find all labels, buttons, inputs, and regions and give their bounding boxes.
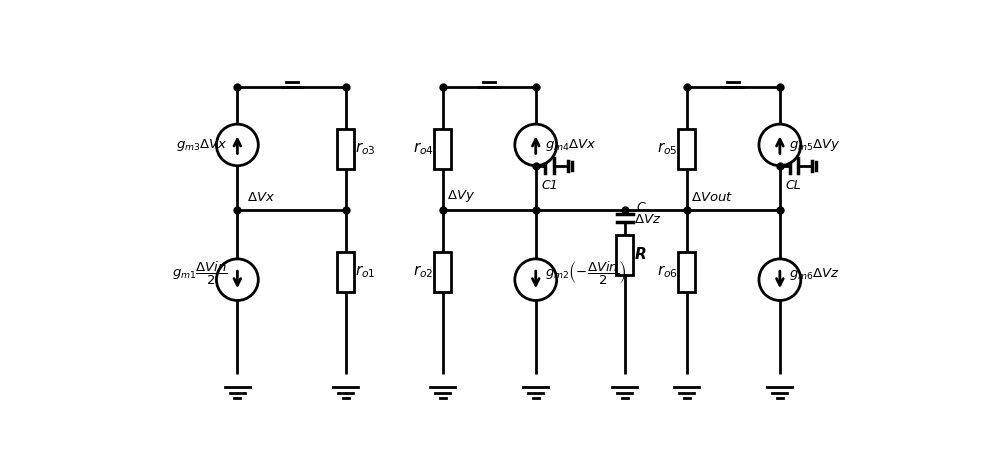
Text: $\Delta Vx$: $\Delta Vx$: [247, 191, 275, 204]
Text: $r_{o4}$: $r_{o4}$: [413, 140, 433, 157]
Bar: [434, 252, 451, 292]
Text: $g_{m3}\Delta Vx$: $g_{m3}\Delta Vx$: [176, 137, 228, 153]
Text: R: R: [635, 247, 647, 262]
Text: $\Delta Vout$: $\Delta Vout$: [691, 191, 733, 204]
Text: $r_{o3}$: $r_{o3}$: [355, 140, 376, 157]
Text: $g_{m5}\Delta Vy$: $g_{m5}\Delta Vy$: [789, 137, 841, 153]
Circle shape: [515, 124, 557, 166]
Bar: [434, 129, 451, 169]
Text: $r_{o2}$: $r_{o2}$: [413, 264, 433, 280]
Bar: [678, 129, 695, 169]
Bar: [616, 234, 633, 275]
Text: $g_{m1}\dfrac{\Delta Vin}{2}$: $g_{m1}\dfrac{\Delta Vin}{2}$: [172, 260, 228, 287]
Text: $r_{o5}$: $r_{o5}$: [657, 140, 678, 157]
Circle shape: [216, 259, 258, 300]
Text: $\Delta Vy$: $\Delta Vy$: [447, 188, 475, 204]
Text: C: C: [637, 201, 645, 214]
Text: $\Delta Vz$: $\Delta Vz$: [634, 213, 662, 227]
Circle shape: [216, 124, 258, 166]
Text: $g_{m2}\left(-\dfrac{\Delta Vin}{2}\right)$: $g_{m2}\left(-\dfrac{\Delta Vin}{2}\righ…: [545, 260, 627, 287]
Text: $g_{m4}\Delta Vx$: $g_{m4}\Delta Vx$: [545, 137, 597, 153]
Circle shape: [759, 259, 801, 300]
Text: $r_{o1}$: $r_{o1}$: [355, 264, 376, 280]
Bar: [337, 129, 354, 169]
Bar: [678, 252, 695, 292]
Circle shape: [759, 124, 801, 166]
Text: $g_{m6}\Delta Vz$: $g_{m6}\Delta Vz$: [789, 266, 840, 282]
Text: C1: C1: [541, 179, 558, 192]
Text: CL: CL: [786, 179, 802, 192]
Text: $r_{o6}$: $r_{o6}$: [657, 264, 678, 280]
Circle shape: [515, 259, 557, 300]
Bar: [337, 252, 354, 292]
